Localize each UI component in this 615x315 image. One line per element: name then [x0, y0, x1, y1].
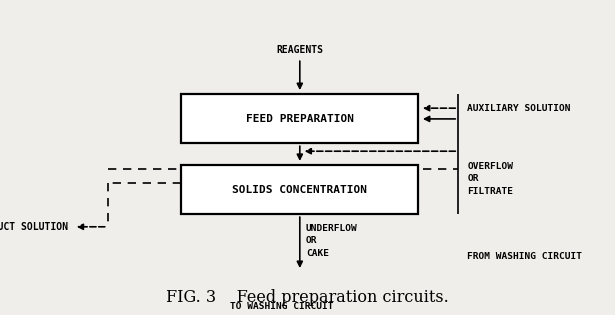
Text: FROM WASHING CIRCUIT: FROM WASHING CIRCUIT [467, 252, 582, 261]
Text: AUXILIARY SOLUTION: AUXILIARY SOLUTION [467, 104, 571, 113]
Bar [181, 94, 418, 143]
Text: TO WASHING CIRCUIT: TO WASHING CIRCUIT [229, 302, 333, 312]
Text: PRODUCT SOLUTION: PRODUCT SOLUTION [0, 222, 68, 232]
Text: REAGENTS: REAGENTS [276, 45, 323, 55]
Text: OVERFLOW
OR
FILTRATE: OVERFLOW OR FILTRATE [467, 162, 514, 196]
Text: UNDERFLOW
OR
CAKE: UNDERFLOW OR CAKE [306, 224, 358, 258]
Text: FEED PREPARATION: FEED PREPARATION [246, 114, 354, 124]
Text: FIG. 3    Feed preparation circuits.: FIG. 3 Feed preparation circuits. [166, 289, 449, 306]
Text: SOLIDS CONCENTRATION: SOLIDS CONCENTRATION [232, 185, 367, 195]
Bar [181, 165, 418, 214]
